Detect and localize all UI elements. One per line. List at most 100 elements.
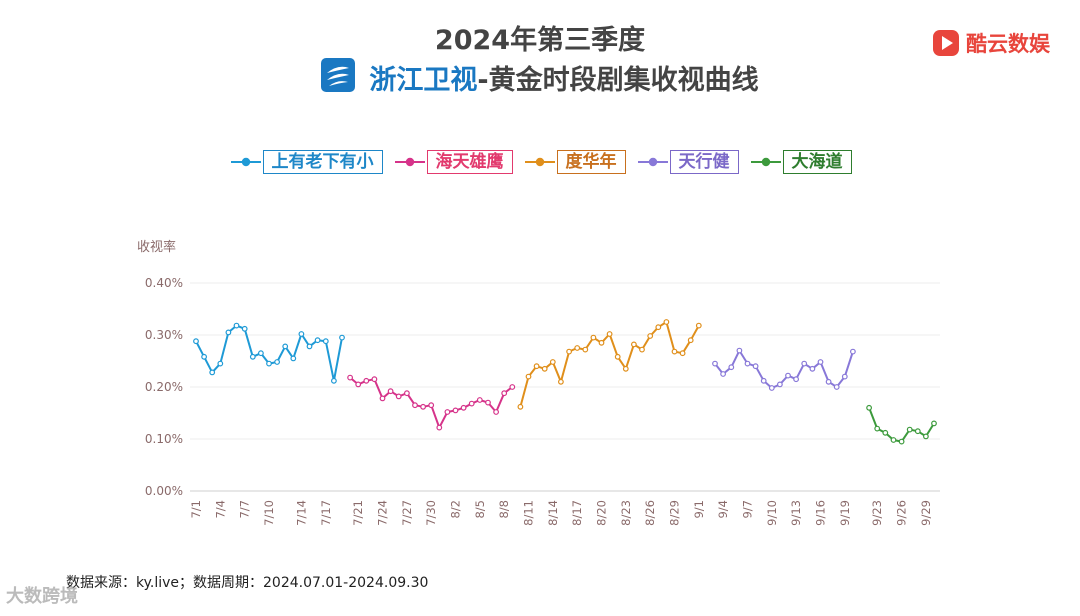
- chart-legend: 上有老下有小 海天雄鹰 度华年 天行健 大海道: [0, 150, 1080, 174]
- x-tick-label: 7/24: [376, 500, 390, 526]
- data-point: [412, 402, 418, 409]
- legend-item: 大海道: [749, 150, 852, 174]
- legend-item: 海天雄鹰: [393, 150, 513, 174]
- data-point: [590, 334, 597, 341]
- data-point: [752, 363, 759, 370]
- data-point: [444, 409, 451, 415]
- data-point: [452, 407, 459, 414]
- legend-item: 天行健: [636, 150, 739, 174]
- chart-title-line2: 浙江卫视-黄金时段剧集收视曲线: [0, 58, 1080, 102]
- title-rest: -黄金时段剧集收视曲线: [477, 65, 759, 96]
- data-point: [866, 404, 872, 411]
- x-tick-label: 7/1: [189, 500, 203, 519]
- data-point: [574, 345, 581, 351]
- data-point: [785, 372, 791, 379]
- data-point: [850, 348, 856, 355]
- data-point: [549, 359, 556, 365]
- data-point: [890, 437, 897, 443]
- data-point: [209, 369, 216, 376]
- x-tick-label: 7/30: [424, 500, 438, 526]
- legend-symbol-icon: [230, 157, 261, 167]
- play-icon: [933, 30, 959, 56]
- data-point: [801, 360, 808, 367]
- x-tick-label: 7/10: [262, 500, 276, 526]
- data-point: [436, 424, 443, 431]
- x-tick-label: 9/19: [838, 500, 852, 526]
- x-tick-label: 9/13: [789, 500, 803, 526]
- x-tick-label: 8/14: [546, 500, 560, 526]
- data-point: [420, 403, 427, 410]
- data-point: [647, 333, 654, 339]
- data-point: [476, 397, 483, 403]
- data-point: [331, 377, 337, 384]
- data-point: [817, 359, 824, 365]
- legend-label: 度华年: [556, 150, 626, 174]
- data-point: [233, 322, 240, 329]
- x-tick-label: 8/17: [570, 500, 584, 526]
- data-point: [201, 353, 208, 360]
- data-point: [558, 378, 564, 385]
- data-point: [728, 364, 735, 371]
- x-tick-label: 9/16: [813, 500, 827, 526]
- data-point: [468, 400, 475, 407]
- data-point: [631, 341, 637, 348]
- data-point: [533, 363, 540, 370]
- series-line: [195, 324, 343, 382]
- data-source-note: 数据来源：ky.live；数据周期：2024.07.01-2024.09.30: [66, 575, 429, 591]
- brand-logo: 酷云数娱: [932, 28, 1050, 58]
- data-point: [720, 371, 726, 377]
- x-tick-label: 8/23: [619, 500, 633, 526]
- data-point: [258, 350, 264, 357]
- y-tick-label: 0.40%: [145, 276, 183, 290]
- x-tick-label: 8/29: [668, 500, 682, 526]
- data-point: [793, 376, 799, 383]
- x-tick-label: 7/27: [400, 500, 414, 526]
- data-point: [931, 420, 937, 427]
- data-point: [249, 353, 256, 360]
- data-point: [622, 365, 629, 372]
- x-tick-label: 8/26: [643, 500, 657, 526]
- x-tick-label: 8/5: [473, 500, 487, 519]
- legend-item: 上有老下有小: [229, 150, 383, 174]
- data-point: [363, 377, 370, 384]
- x-tick-label: 8/2: [449, 500, 463, 519]
- data-point: [882, 429, 889, 436]
- data-point: [339, 334, 345, 341]
- data-point: [914, 428, 921, 435]
- data-point: [906, 426, 913, 433]
- legend-label: 上有老下有小: [262, 150, 383, 174]
- data-point: [282, 343, 289, 350]
- y-tick-label: 0.20%: [145, 380, 183, 394]
- data-point: [460, 404, 467, 411]
- data-point: [736, 347, 743, 354]
- data-point: [541, 365, 548, 372]
- data-point: [517, 403, 524, 410]
- y-tick-label: 0.30%: [145, 328, 183, 342]
- data-point: [598, 339, 605, 346]
- channel-name: 浙江卫视: [369, 65, 478, 96]
- data-point: [290, 355, 297, 362]
- x-tick-label: 9/7: [740, 500, 754, 519]
- data-point: [225, 329, 232, 336]
- data-point: [217, 360, 224, 367]
- y-axis-label: 收视率: [137, 240, 177, 255]
- data-point: [809, 365, 816, 372]
- data-point: [712, 360, 718, 367]
- data-point: [241, 325, 248, 332]
- data-point: [193, 338, 199, 345]
- x-tick-label: 8/8: [497, 500, 511, 519]
- data-point: [760, 377, 767, 384]
- legend-symbol-icon: [750, 157, 781, 167]
- x-tick-label: 7/4: [213, 500, 227, 519]
- data-point: [663, 319, 670, 325]
- x-tick-label: 9/10: [765, 500, 779, 526]
- data-point: [582, 346, 589, 353]
- legend-label: 天行健: [669, 150, 739, 174]
- data-point: [379, 395, 386, 402]
- data-point: [639, 346, 645, 353]
- data-point: [777, 381, 783, 388]
- data-point: [874, 425, 881, 432]
- legend-symbol-icon: [637, 157, 668, 167]
- x-tick-label: 7/14: [294, 500, 308, 526]
